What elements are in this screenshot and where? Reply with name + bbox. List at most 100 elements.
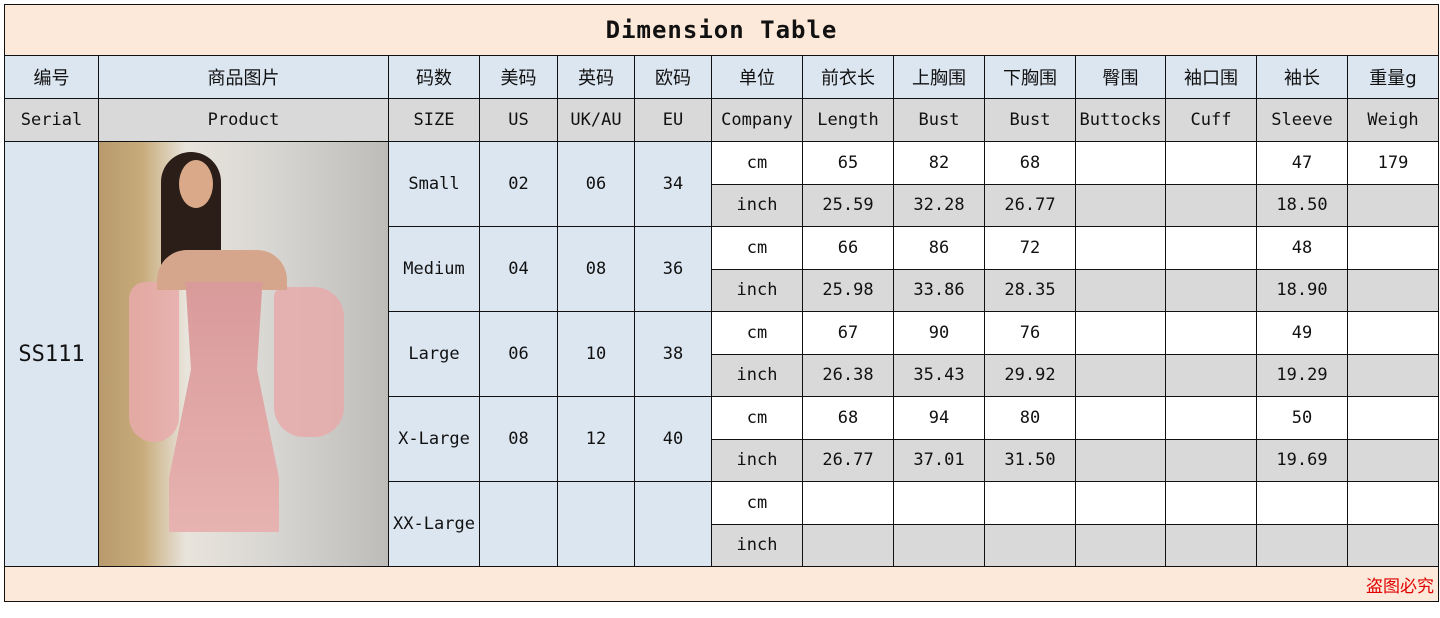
value-cell: 29.92 xyxy=(984,353,1076,397)
value-cell: 35.43 xyxy=(893,353,985,397)
column-header-cn: 编号 xyxy=(4,55,99,99)
value-cell xyxy=(1075,226,1166,270)
value-cell: 32.28 xyxy=(893,183,985,227)
size-cell: Small xyxy=(388,141,480,227)
footer-cell: 盗图必究 xyxy=(4,566,1439,602)
unit-cell: inch xyxy=(711,183,803,227)
column-header-en: UK/AU xyxy=(557,98,635,142)
value-cell xyxy=(1075,481,1166,525)
watermark-text: 盗图必究 xyxy=(1366,576,1434,597)
column-header-cn: 单位 xyxy=(711,55,803,99)
value-cell xyxy=(1256,523,1348,567)
column-header-cn: 商品图片 xyxy=(98,55,389,99)
uk-size-cell: 08 xyxy=(557,226,635,312)
value-cell: 26.77 xyxy=(984,183,1076,227)
value-cell xyxy=(1075,523,1166,567)
value-cell: 94 xyxy=(893,396,985,440)
value-cell: 25.98 xyxy=(802,268,894,312)
value-cell: 80 xyxy=(984,396,1076,440)
value-cell xyxy=(984,523,1076,567)
value-cell: 47 xyxy=(1256,141,1348,185)
column-header-cn: 袖口围 xyxy=(1165,55,1257,99)
table-row-inch: inch 26.77 37.01 31.50 19.69 xyxy=(5,438,1439,482)
size-cell: Large xyxy=(388,311,480,397)
table-row-inch: inch 25.98 33.86 28.35 18.90 xyxy=(5,268,1439,312)
unit-cell: cm xyxy=(711,141,803,185)
value-cell: 37.01 xyxy=(893,438,985,482)
table-title: Dimension Table xyxy=(4,4,1439,56)
table-row-inch: inch 25.59 32.28 26.77 18.50 xyxy=(5,183,1439,227)
column-header-cn: 臀围 xyxy=(1075,55,1166,99)
unit-cell: inch xyxy=(711,353,803,397)
value-cell xyxy=(1347,481,1439,525)
value-cell xyxy=(984,481,1076,525)
value-cell xyxy=(1256,481,1348,525)
column-header-en: SIZE xyxy=(388,98,480,142)
value-cell: 25.59 xyxy=(802,183,894,227)
value-cell: 49 xyxy=(1256,311,1348,355)
value-cell xyxy=(1165,523,1257,567)
eu-size-cell: 40 xyxy=(634,396,712,482)
value-cell xyxy=(1165,396,1257,440)
value-cell xyxy=(1165,311,1257,355)
dimension-table: Dimension Table 编号 商品图片 码数 美码 英码 欧码 单位 前衣长 上胸围 下胸… xyxy=(4,4,1439,602)
column-header-cn: 上胸围 xyxy=(893,55,985,99)
value-cell: 82 xyxy=(893,141,985,185)
value-cell: 65 xyxy=(802,141,894,185)
column-header-en: Bust xyxy=(984,98,1076,142)
eu-size-cell: 36 xyxy=(634,226,712,312)
us-size-cell: 06 xyxy=(479,311,558,397)
value-cell: 72 xyxy=(984,226,1076,270)
value-cell xyxy=(1347,523,1439,567)
unit-cell: cm xyxy=(711,396,803,440)
value-cell xyxy=(1165,141,1257,185)
table-row-cm: SS111 Small 02 06 34 cm 65 82 68 47 179 xyxy=(4,141,1439,567)
uk-size-cell xyxy=(557,481,635,567)
value-cell: 90 xyxy=(893,311,985,355)
uk-size-cell: 12 xyxy=(557,396,635,482)
table-row-cm: XX-Large cm xyxy=(5,481,1439,567)
size-cell: Medium xyxy=(388,226,480,312)
table-row-cm: Medium 04 08 36 cm 66 86 72 48 xyxy=(5,226,1439,312)
value-cell: 28.35 xyxy=(984,268,1076,312)
unit-cell: inch xyxy=(711,438,803,482)
column-header-cn: 前衣长 xyxy=(802,55,894,99)
column-header-en: US xyxy=(479,98,558,142)
column-header-en: Sleeve xyxy=(1256,98,1348,142)
unit-cell: inch xyxy=(711,268,803,312)
value-cell: 31.50 xyxy=(984,438,1076,482)
column-header-en: Serial xyxy=(4,98,99,142)
value-cell: 66 xyxy=(802,226,894,270)
column-header-cn: 码数 xyxy=(388,55,480,99)
eu-size-cell: 34 xyxy=(634,141,712,227)
value-cell xyxy=(1075,141,1166,185)
value-cell xyxy=(1165,268,1257,312)
unit-cell: cm xyxy=(711,226,803,270)
value-cell xyxy=(1165,183,1257,227)
column-header-en: EU xyxy=(634,98,712,142)
table-row-inch: inch 26.38 35.43 29.92 19.29 xyxy=(5,353,1439,397)
column-header-en: Bust xyxy=(893,98,985,142)
value-cell: 68 xyxy=(984,141,1076,185)
value-cell: 86 xyxy=(893,226,985,270)
value-cell: 26.77 xyxy=(802,438,894,482)
value-cell xyxy=(1075,438,1166,482)
size-cell: X-Large xyxy=(388,396,480,482)
value-cell: 19.29 xyxy=(1256,353,1348,397)
value-cell xyxy=(1165,438,1257,482)
value-cell xyxy=(1347,268,1439,312)
value-cell: 33.86 xyxy=(893,268,985,312)
value-cell xyxy=(1347,396,1439,440)
serial-cell: SS111 xyxy=(4,141,99,567)
value-cell: 50 xyxy=(1256,396,1348,440)
column-header-cn: 美码 xyxy=(479,55,558,99)
value-cell xyxy=(802,523,894,567)
value-cell xyxy=(1075,396,1166,440)
unit-cell: inch xyxy=(711,523,803,567)
value-cell xyxy=(1165,353,1257,397)
us-size-cell: 02 xyxy=(479,141,558,227)
value-cell: 19.69 xyxy=(1256,438,1348,482)
column-header-en: Company xyxy=(711,98,803,142)
value-cell: 48 xyxy=(1256,226,1348,270)
value-cell xyxy=(1347,183,1439,227)
